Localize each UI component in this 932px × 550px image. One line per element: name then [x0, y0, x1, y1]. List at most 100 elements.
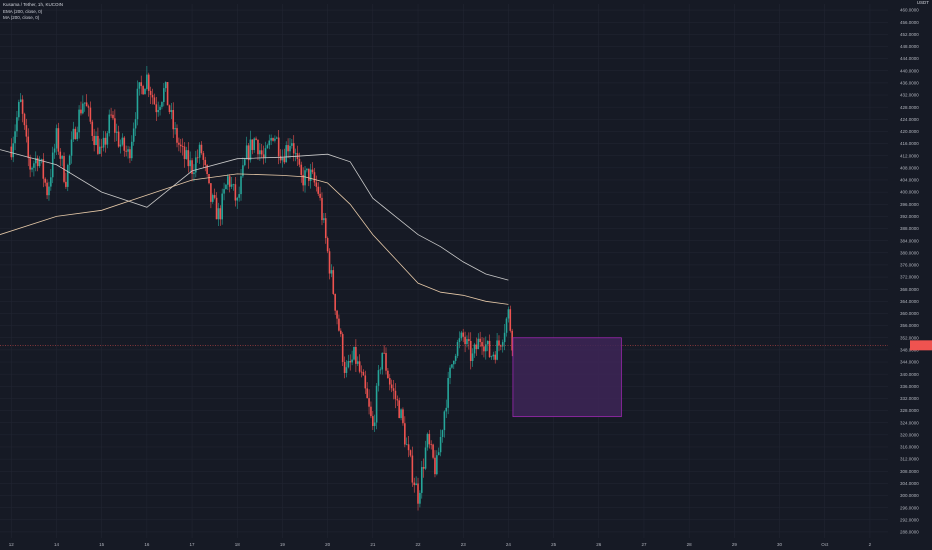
candle-down — [315, 182, 318, 187]
candle-down — [206, 165, 208, 174]
candle-down — [383, 352, 385, 354]
candle-down — [166, 82, 169, 106]
price-tick-label: 416.0000 — [900, 141, 919, 146]
price-tick-label: 408.0000 — [900, 165, 919, 170]
time-tick-label: 21 — [370, 542, 376, 547]
candle-down — [123, 137, 126, 151]
price-tick-label: 316.0000 — [900, 445, 919, 450]
candle-down — [151, 94, 154, 98]
candle-down — [464, 336, 466, 345]
candle-up — [259, 150, 261, 155]
price-tick-label: 344.0000 — [900, 360, 919, 365]
price-tick-label: 380.0000 — [900, 250, 919, 255]
ma-indicator-label[interactable]: MA (200, close, 0) — [3, 15, 40, 20]
time-axis[interactable]: 12 14 15 16 17 18 19 20 21 22 23 24 25 26 27 28 29 30 Oct 2 — [0, 538, 932, 550]
candle-up — [19, 99, 22, 102]
candle-down — [388, 378, 391, 385]
candle-down — [332, 270, 335, 294]
candle-up — [131, 141, 133, 159]
candle-down — [172, 110, 175, 130]
candle-down — [311, 169, 314, 173]
candle-up — [490, 356, 493, 358]
candle-up — [304, 170, 306, 186]
price-tick-label: 352.0000 — [900, 335, 919, 340]
candle-down — [292, 143, 295, 154]
candle-down — [80, 109, 82, 114]
price-tick-label: 392.0000 — [900, 214, 919, 219]
candle-down — [153, 97, 156, 105]
symbol-title[interactable]: Kusama / Tether, 1h, KUCOIN — [3, 2, 63, 7]
candle-down — [387, 370, 389, 379]
candle-up — [375, 385, 378, 423]
time-axis-bg — [0, 538, 932, 550]
candle-down — [21, 99, 24, 114]
candle-down — [287, 145, 289, 152]
candle-down — [462, 332, 465, 337]
candle-up — [83, 102, 86, 104]
price-tick-label: 308.0000 — [900, 469, 919, 474]
candle-up — [185, 150, 188, 160]
candle-up — [18, 101, 20, 118]
time-tick-label: 27 — [641, 542, 647, 547]
candle-up — [108, 114, 111, 134]
ema-indicator-label[interactable]: EMA (200, close, 0) — [3, 8, 43, 14]
candle-up — [16, 117, 18, 132]
candle-down — [277, 137, 280, 157]
candle-up — [420, 467, 423, 493]
candle-up — [439, 436, 442, 453]
candle-down — [434, 457, 436, 475]
candle-down — [298, 159, 301, 165]
candle-down — [91, 121, 94, 136]
candle-down — [87, 106, 90, 108]
time-tick-label: 2 — [869, 542, 872, 547]
candle-up — [14, 131, 16, 144]
candle-up — [146, 74, 148, 89]
price-tick-label: 460.0000 — [900, 8, 919, 13]
candle-down — [511, 330, 513, 351]
candle-up — [275, 137, 278, 139]
price-axis[interactable]: 288.0000 292.0000 296.0000 300.0000 304.0000… — [888, 0, 932, 550]
candle-down — [302, 174, 304, 186]
price-tick-label: 332.0000 — [900, 396, 919, 401]
candle-up — [373, 422, 376, 427]
candle-up — [419, 492, 421, 504]
candle-down — [257, 139, 259, 155]
candle-up — [345, 367, 348, 373]
candle-up — [452, 360, 455, 365]
time-tick-label: 19 — [280, 542, 286, 547]
candle-down — [176, 128, 178, 143]
candle-down — [204, 159, 207, 166]
candle-up — [227, 176, 229, 185]
candle-down — [358, 361, 361, 372]
candle-down — [25, 125, 28, 137]
time-tick-label: 24 — [506, 542, 512, 547]
candle-up — [40, 159, 43, 161]
candle-down — [202, 153, 205, 160]
candle-down — [110, 114, 112, 116]
candle-down — [428, 433, 431, 445]
candle-up — [436, 455, 438, 475]
candle-down — [215, 197, 218, 220]
candle-down — [125, 150, 127, 152]
candle-down — [475, 344, 478, 350]
candle-down — [413, 482, 416, 486]
time-tick-label: 12 — [9, 542, 15, 547]
candle-down — [129, 149, 131, 159]
candle-up — [253, 138, 255, 150]
candle-up — [217, 208, 220, 220]
candle-up — [405, 444, 408, 446]
candle-down — [409, 450, 412, 456]
prediction-box[interactable] — [512, 337, 622, 418]
candle-down — [432, 444, 434, 458]
candle-up — [134, 119, 137, 129]
candle-down — [370, 406, 372, 417]
candle-down — [336, 310, 338, 319]
time-tick-label: 14 — [54, 542, 60, 547]
candle-down — [97, 135, 99, 154]
last-price-badge — [910, 340, 932, 351]
candle-down — [44, 178, 46, 183]
candle-down — [117, 131, 120, 147]
candle-down — [181, 146, 184, 147]
candle-up — [33, 163, 35, 168]
